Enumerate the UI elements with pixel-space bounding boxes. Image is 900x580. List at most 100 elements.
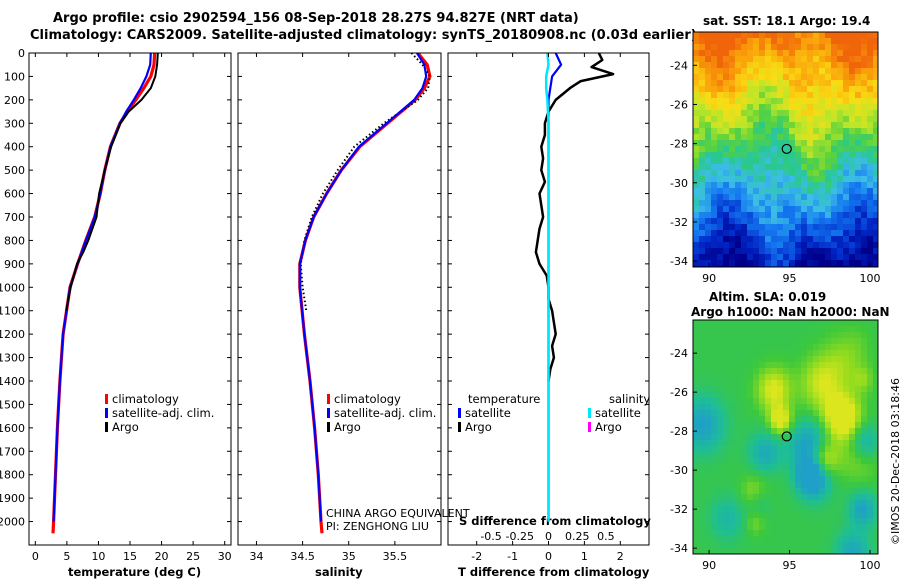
map-cell <box>861 230 868 237</box>
legend-entry: satellite <box>465 406 511 420</box>
map-cell <box>711 530 718 537</box>
map-cell <box>711 194 718 201</box>
map-cell <box>831 392 838 399</box>
map-cell <box>705 506 712 513</box>
map-cell <box>795 338 802 345</box>
map-cell <box>729 332 736 339</box>
map-cell <box>855 332 862 339</box>
map-cell <box>693 86 700 93</box>
map-cell <box>795 248 802 255</box>
map-cell <box>765 74 772 81</box>
map-cell <box>759 80 766 87</box>
map-cell <box>849 236 856 243</box>
map-cell <box>693 188 700 195</box>
map-cell <box>693 152 700 159</box>
map-cell <box>717 338 724 345</box>
map-cell <box>855 248 862 255</box>
map-cell <box>699 506 706 513</box>
map-cell <box>813 410 820 417</box>
map-cell <box>813 320 820 327</box>
map-cell <box>693 446 700 453</box>
map-cell <box>735 140 742 147</box>
map-cell <box>789 494 796 501</box>
map-cell <box>789 128 796 135</box>
map-cell <box>843 482 850 489</box>
map-cell <box>825 212 832 219</box>
map-cell <box>723 206 730 213</box>
map-cell <box>753 194 760 201</box>
map-cell <box>711 446 718 453</box>
map-cell <box>729 80 736 87</box>
map-cell <box>867 188 874 195</box>
map-cell <box>735 110 742 117</box>
map-cell <box>849 218 856 225</box>
map-cell <box>735 332 742 339</box>
map-cell <box>753 362 760 369</box>
map-cell <box>825 128 832 135</box>
map-cell <box>777 236 784 243</box>
map-cell <box>747 380 754 387</box>
map-cell <box>831 482 838 489</box>
map-cell <box>717 200 724 207</box>
map-cell <box>717 350 724 357</box>
map-cell <box>813 194 820 201</box>
map-cell <box>717 470 724 477</box>
map-cell <box>729 386 736 393</box>
map-cell <box>825 350 832 357</box>
map-cell <box>795 470 802 477</box>
map-cell <box>717 236 724 243</box>
map-cell <box>807 62 814 69</box>
map-cell <box>729 206 736 213</box>
map-cell <box>729 536 736 543</box>
map-cell <box>849 356 856 363</box>
map-cell <box>777 248 784 255</box>
map-cell <box>705 38 712 45</box>
map-cell <box>825 338 832 345</box>
map-cell <box>741 248 748 255</box>
map-cell <box>801 392 808 399</box>
map-cell <box>849 434 856 441</box>
map-cell <box>807 452 814 459</box>
map-cell <box>783 212 790 219</box>
map-cell <box>753 236 760 243</box>
map-cell <box>747 152 754 159</box>
map-cell <box>765 344 772 351</box>
map-cell <box>759 380 766 387</box>
map-cell <box>873 98 878 105</box>
map-cell <box>711 128 718 135</box>
map-cell <box>777 140 784 147</box>
map-cell <box>837 98 844 105</box>
map-cell <box>723 494 730 501</box>
map-cell <box>747 74 754 81</box>
x-tick-label: 35.5 <box>383 550 408 563</box>
map-cell <box>753 80 760 87</box>
map-cell <box>741 410 748 417</box>
map-cell <box>783 410 790 417</box>
map-cell <box>777 170 784 177</box>
x-tick-label: 2 <box>617 550 624 563</box>
map-cell <box>873 152 878 159</box>
map-cell <box>813 458 820 465</box>
map-cell <box>783 32 790 39</box>
map-cell <box>705 134 712 141</box>
map-cell <box>777 32 784 39</box>
map-cell <box>837 68 844 75</box>
map-cell <box>873 74 878 81</box>
map-cell <box>723 500 730 507</box>
map-cell <box>807 440 814 447</box>
map-cell <box>735 482 742 489</box>
map-cell <box>795 86 802 93</box>
map-cell <box>717 230 724 237</box>
map-cell <box>717 170 724 177</box>
map-cell <box>741 104 748 111</box>
map-cell <box>831 158 838 165</box>
map-cell <box>705 122 712 129</box>
map-cell <box>795 488 802 495</box>
map-cell <box>801 524 808 531</box>
map-cell <box>771 464 778 471</box>
map-cell <box>873 368 878 375</box>
map-cell <box>855 134 862 141</box>
map-cell <box>693 44 700 51</box>
map-cell <box>693 374 700 381</box>
map-cell <box>753 104 760 111</box>
